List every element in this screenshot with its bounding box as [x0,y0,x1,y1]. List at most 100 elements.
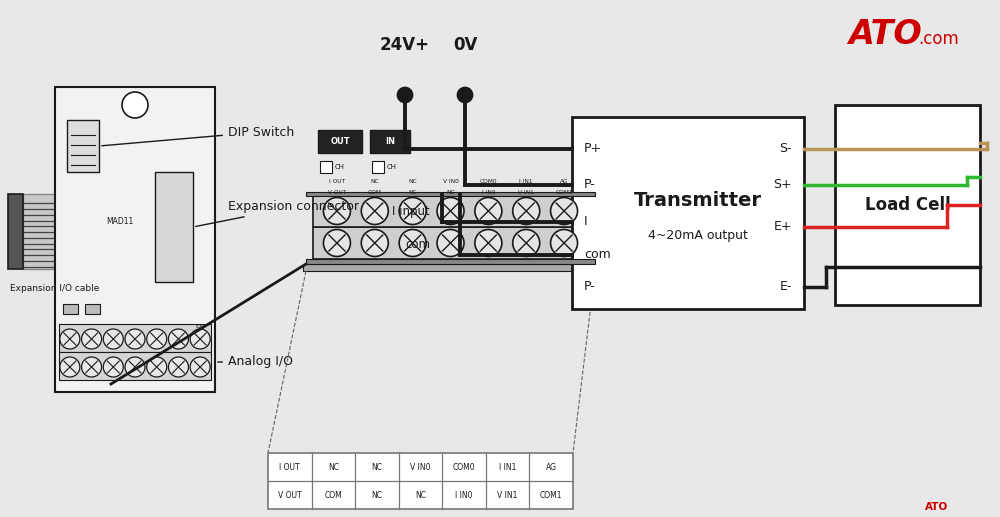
Circle shape [82,357,102,377]
Circle shape [103,357,123,377]
Text: MAD11: MAD11 [106,218,134,226]
Circle shape [60,329,80,349]
Text: Expansion connector: Expansion connector [196,201,359,226]
Bar [313,195,588,227]
Text: COM0: COM0 [453,463,475,472]
Text: COM: COM [368,190,382,195]
Circle shape [475,230,502,256]
Text: V IN0: V IN0 [410,463,431,472]
Circle shape [399,230,426,256]
Circle shape [458,88,472,102]
Circle shape [551,230,578,256]
Text: AG: AG [546,463,557,472]
Text: V IN1: V IN1 [518,190,534,195]
Text: Transmitter: Transmitter [634,191,762,210]
Bar [835,105,980,305]
Circle shape [475,197,502,224]
Text: COM0: COM0 [480,179,497,185]
Text: NC: NC [408,190,417,195]
Text: EXP: EXP [195,325,207,329]
Circle shape [437,230,464,256]
Bar [572,117,804,309]
Text: ATO: ATO [925,502,948,512]
Text: I OUT: I OUT [329,179,345,185]
Bar [8,194,23,269]
Text: com: com [584,249,611,262]
Text: NC: NC [408,179,417,185]
Text: COM: COM [324,491,342,499]
Text: COM1: COM1 [540,491,562,499]
Bar [318,130,362,153]
Text: I IN1: I IN1 [499,463,516,472]
Bar [320,161,332,173]
Circle shape [190,329,210,349]
Bar [306,259,595,264]
Text: 0V: 0V [453,36,477,54]
Text: I IN1: I IN1 [519,179,533,185]
Text: OUT: OUT [330,137,350,146]
Circle shape [323,197,350,224]
Circle shape [399,197,426,224]
Text: S+: S+ [773,178,792,191]
Text: NC: NC [371,491,382,499]
Text: P-: P- [584,281,596,294]
Text: 4~20mA output: 4~20mA output [648,229,748,241]
Text: S-: S- [779,143,792,156]
Bar [85,304,100,314]
Text: IN: IN [385,137,395,146]
Bar [370,130,410,153]
Circle shape [103,329,123,349]
Text: I IN0: I IN0 [455,491,473,499]
Circle shape [122,92,148,118]
Circle shape [513,197,540,224]
Text: NC: NC [370,179,379,185]
Circle shape [361,230,388,256]
Text: V IN1: V IN1 [497,491,518,499]
Text: AG: AG [560,179,568,185]
Text: I OUT: I OUT [279,463,300,472]
Text: P-: P- [584,178,596,191]
Text: .com: .com [918,30,959,48]
Bar [55,87,215,392]
Circle shape [323,230,350,256]
Text: CH: CH [335,164,345,170]
Text: CH: CH [387,164,397,170]
Bar [372,161,384,173]
Text: NC: NC [415,491,426,499]
Text: 24V+: 24V+ [380,36,430,54]
Text: NC: NC [328,463,339,472]
Text: Expansion I/O cable: Expansion I/O cable [10,284,99,294]
Circle shape [361,197,388,224]
Text: I: I [584,216,588,229]
Text: P+: P+ [584,143,602,156]
Bar [67,120,99,172]
Circle shape [551,197,578,224]
Bar [59,352,211,380]
Bar [303,264,598,271]
Text: V OUT: V OUT [278,491,302,499]
Circle shape [190,357,210,377]
Bar [59,324,211,352]
Text: ATO: ATO [848,19,922,52]
Bar [155,172,193,282]
Circle shape [125,329,145,349]
Text: COM1: COM1 [555,190,573,195]
Bar [313,227,588,259]
Text: DIP Switch: DIP Switch [102,126,294,146]
Bar [63,304,78,314]
Text: com: com [405,238,430,251]
Text: I IN0: I IN0 [482,190,495,195]
Text: Load Cell: Load Cell [865,196,950,214]
Text: E+: E+ [773,220,792,234]
Text: NC: NC [371,463,382,472]
Bar [23,194,55,269]
Circle shape [82,329,102,349]
Text: Analog I/O: Analog I/O [218,356,293,369]
Text: I input: I input [392,205,430,219]
Text: E-: E- [780,281,792,294]
Circle shape [125,357,145,377]
Text: V OUT: V OUT [328,190,346,195]
Circle shape [398,88,412,102]
Circle shape [513,230,540,256]
Circle shape [147,329,167,349]
